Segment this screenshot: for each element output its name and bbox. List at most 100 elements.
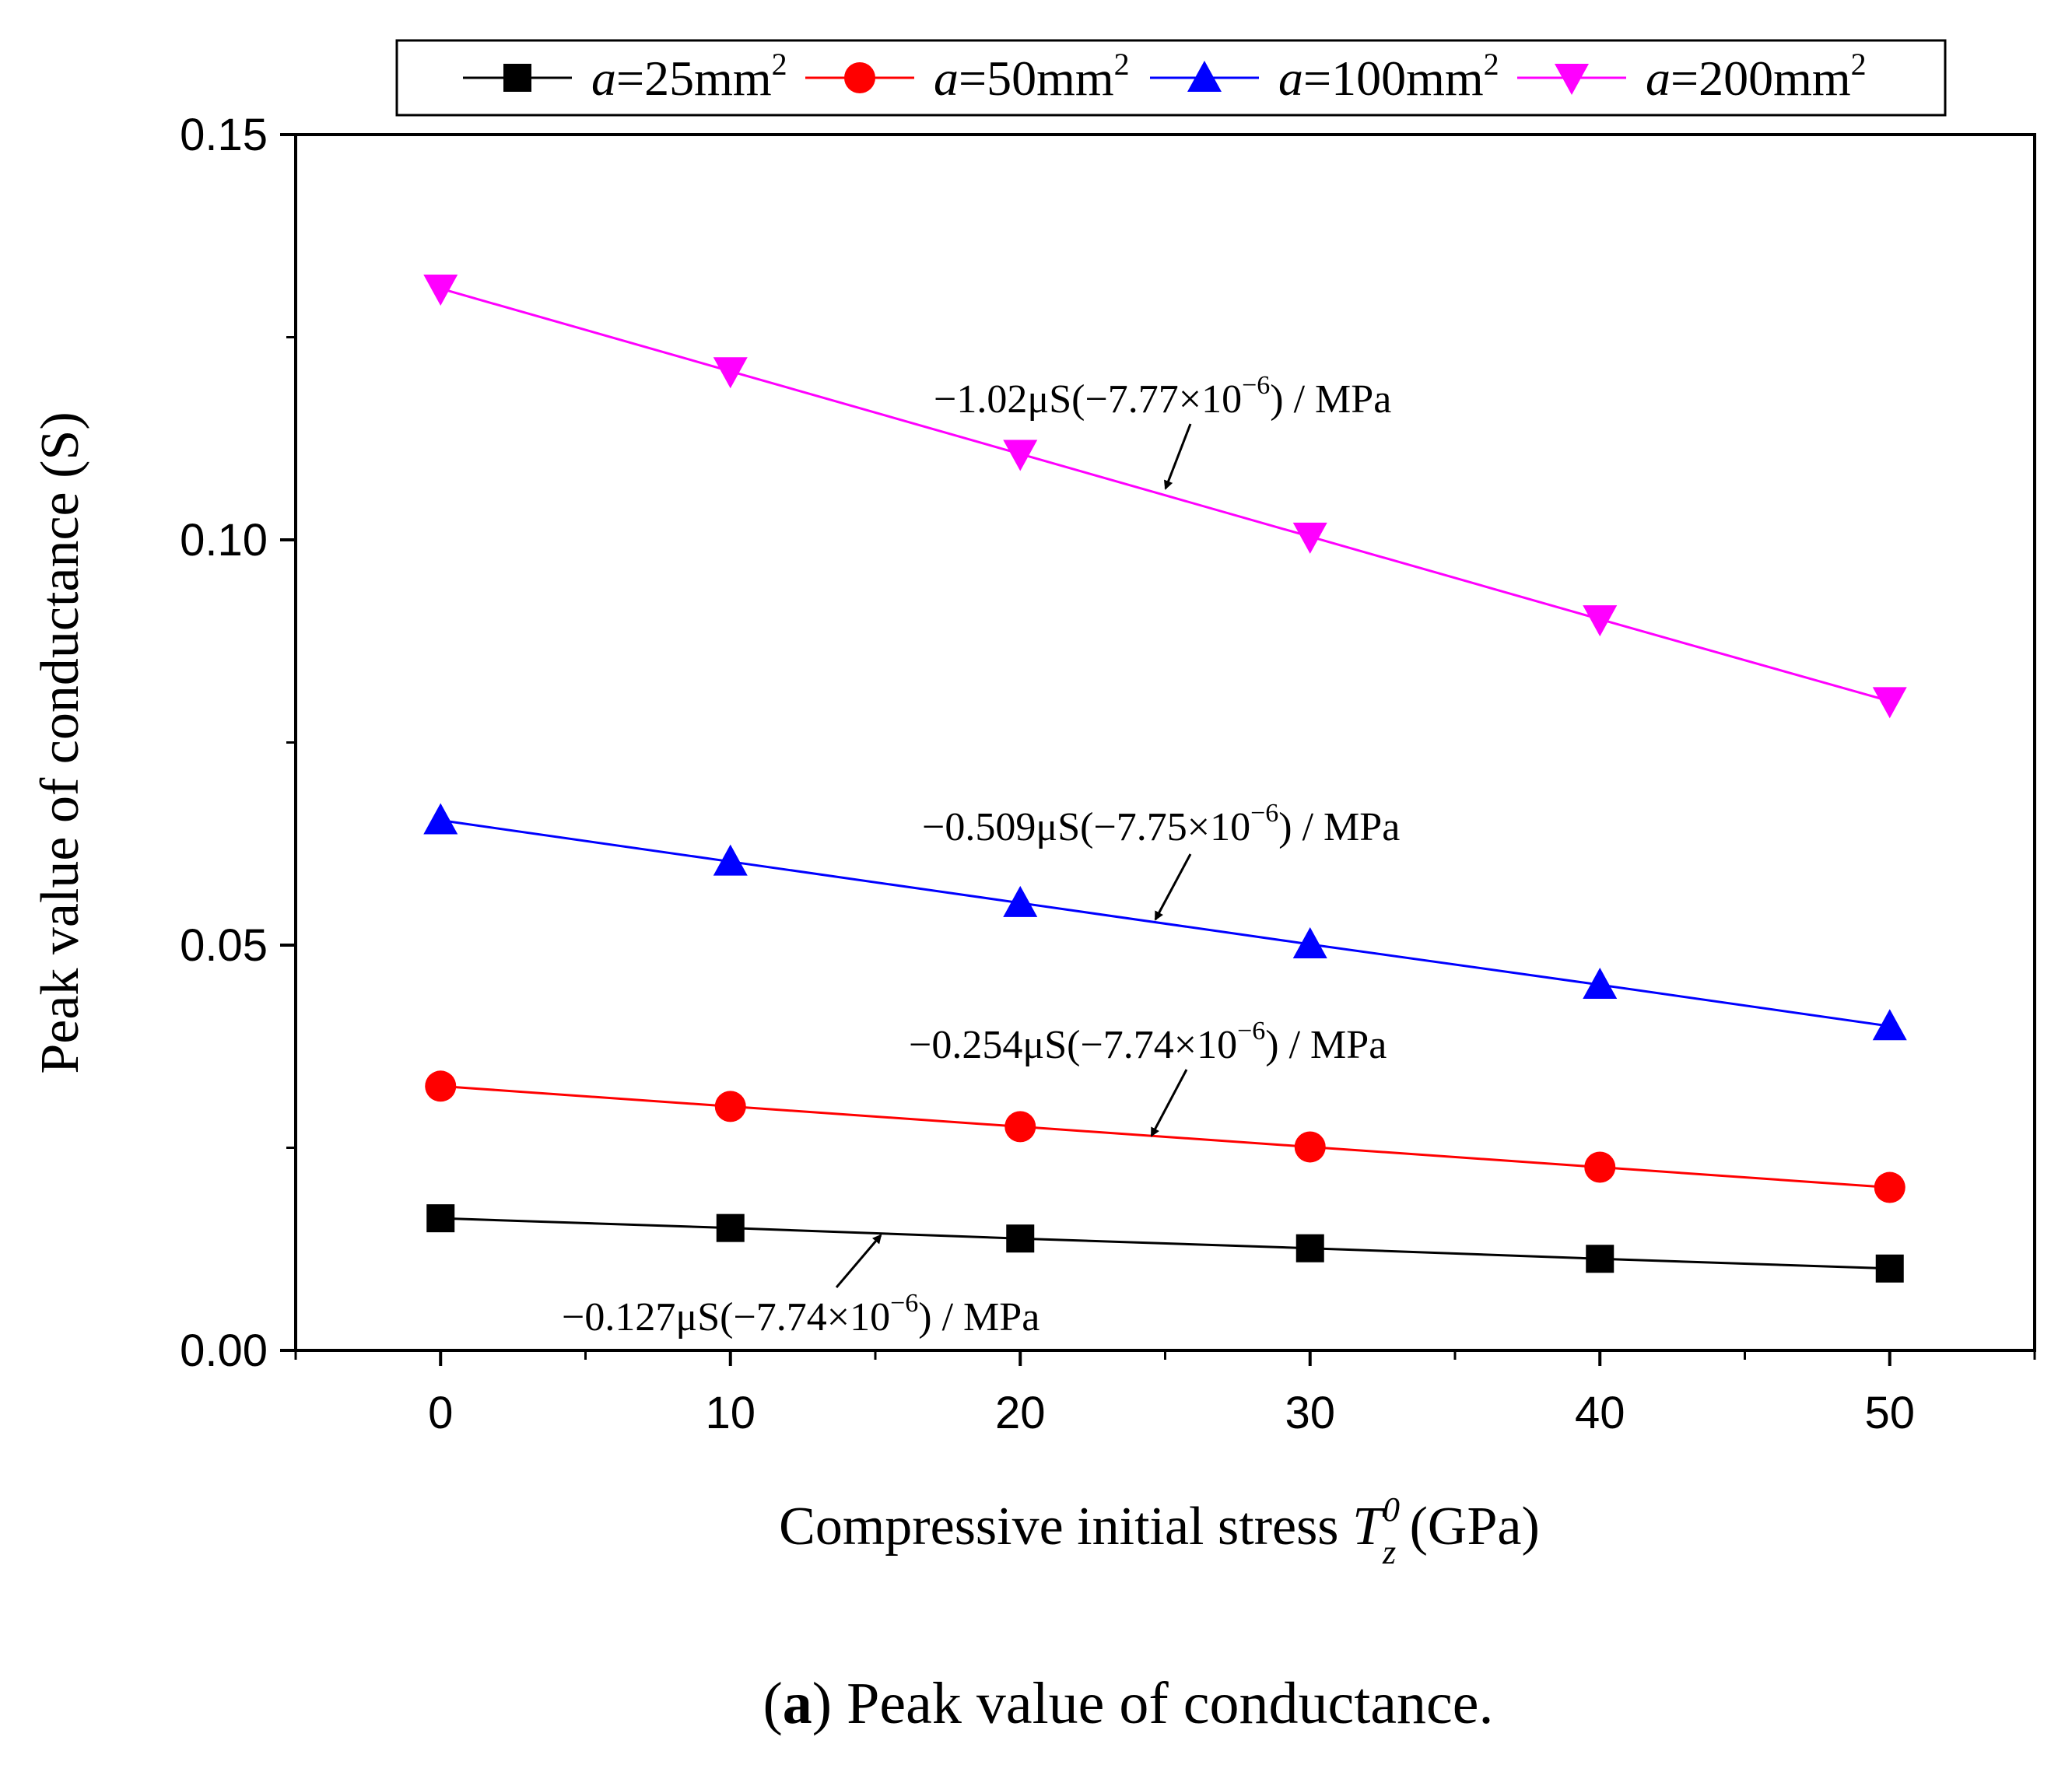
- series-1: [425, 1070, 1905, 1203]
- data-point: [713, 844, 748, 876]
- legend-label: a=100mm2: [1278, 47, 1499, 106]
- slope-annotation-3: −0.127μS(−7.74×10−6) / MPa: [562, 1234, 1040, 1340]
- x-tick-label: 0: [428, 1388, 453, 1438]
- slope-annotation-tail: ) / MPa: [918, 1295, 1040, 1340]
- x-tick-label: 20: [995, 1388, 1046, 1438]
- slope-annotation-text: −0.254μS(−7.74×10−6) / MPa: [909, 1017, 1387, 1067]
- data-point: [1583, 968, 1618, 1000]
- series-3: [423, 274, 1907, 719]
- data-point: [1292, 522, 1327, 554]
- slope-annotation-tail: ) / MPa: [1278, 805, 1400, 849]
- y-tick-label: 0.05: [180, 920, 268, 971]
- slope-annotation-sup: −6: [1250, 799, 1278, 828]
- legend-item-2: a=100mm2: [1150, 47, 1499, 106]
- slope-annotation-sup: −6: [1237, 1017, 1265, 1045]
- slope-annotation-sup: −6: [1242, 371, 1270, 400]
- data-point: [716, 1213, 745, 1242]
- legend-label-text: =200mm: [1671, 51, 1851, 106]
- data-point: [423, 274, 458, 306]
- legend-label: a=200mm2: [1646, 47, 1867, 106]
- slope-annotation-1: −0.509μS(−7.75×10−6) / MPa: [922, 799, 1400, 921]
- data-point: [1003, 439, 1038, 471]
- slope-annotation-2: −0.254μS(−7.74×10−6) / MPa: [909, 1017, 1387, 1137]
- x-axis-title: Compressive initial stress T0 z (GPa): [779, 1490, 1540, 1571]
- data-point: [1292, 926, 1327, 958]
- legend-label-text: =25mm: [616, 51, 772, 106]
- slope-annotation-text: −0.509μS(−7.75×10−6) / MPa: [922, 799, 1400, 849]
- y-tick-label: 0.00: [180, 1325, 268, 1376]
- figure-caption: (a) Peak value of conductance.: [763, 1671, 1493, 1736]
- legend-label-sup: 2: [772, 47, 787, 82]
- slope-annotation-main: −0.509μS(−7.75×10: [922, 805, 1250, 849]
- data-point: [714, 1091, 746, 1122]
- x-axis-title-prefix: Compressive initial stress: [779, 1497, 1352, 1557]
- data-point: [1006, 1224, 1035, 1253]
- data-point: [425, 1070, 457, 1102]
- legend-label-sup: 2: [1851, 47, 1867, 82]
- data-point: [1874, 1171, 1905, 1203]
- slope-annotation-sup: −6: [890, 1289, 918, 1318]
- legend-marker: [844, 62, 875, 93]
- legend-label: a=50mm2: [934, 47, 1130, 106]
- x-tick-label: 40: [1575, 1388, 1625, 1438]
- legend-label-text: =50mm: [959, 51, 1114, 106]
- data-point: [423, 803, 458, 835]
- x-axis-title-symbol: T: [1352, 1497, 1387, 1557]
- series-line: [440, 819, 1890, 1028]
- plot-frame: [294, 133, 2036, 1352]
- slope-annotation-text: −0.127μS(−7.74×10−6) / MPa: [562, 1289, 1040, 1340]
- caption-open: (: [763, 1671, 782, 1736]
- slope-annotation-main: −1.02μS(−7.77×10: [934, 377, 1242, 422]
- data-point: [713, 357, 748, 389]
- data-point: [1294, 1131, 1326, 1163]
- legend-label-var: a: [591, 51, 616, 106]
- slope-annotation-arrow: [835, 1234, 882, 1288]
- data-point: [1004, 1111, 1036, 1143]
- caption-label: a: [783, 1671, 812, 1736]
- data-point: [426, 1204, 455, 1233]
- data-point: [1295, 1234, 1324, 1262]
- x-axis-title-suffix: (GPa): [1396, 1497, 1540, 1557]
- x-tick-label: 30: [1285, 1388, 1335, 1438]
- legend-item-1: a=50mm2: [805, 47, 1130, 106]
- data-point: [1872, 1009, 1907, 1041]
- data-point: [1872, 687, 1907, 719]
- x-axis-title-sub: z: [1382, 1533, 1396, 1571]
- x-axis-title-sup: 0: [1383, 1490, 1400, 1529]
- legend-marker: [1187, 61, 1222, 92]
- legend-label-var: a: [1646, 51, 1671, 106]
- legend-item-3: a=200mm2: [1517, 47, 1867, 106]
- legend-label-var: a: [1278, 51, 1303, 106]
- legend-label-text: =100mm: [1303, 51, 1484, 106]
- series-0: [426, 1204, 1904, 1283]
- series-line: [440, 287, 1891, 702]
- legend-item-0: a=25mm2: [463, 47, 787, 106]
- x-tick-label: 50: [1864, 1388, 1915, 1438]
- legend-marker: [503, 64, 531, 92]
- slope-annotation-main: −0.254μS(−7.74×10: [909, 1023, 1237, 1067]
- series-line: [440, 1217, 1890, 1270]
- y-tick-label: 0.15: [180, 110, 268, 160]
- data-point: [1583, 605, 1618, 637]
- legend-label: a=25mm2: [591, 47, 787, 106]
- series-line: [440, 1084, 1890, 1189]
- y-axis-title: Peak value of conductance (S): [30, 411, 90, 1073]
- data-point: [1875, 1254, 1904, 1283]
- data-point: [1586, 1245, 1614, 1273]
- legend-label-sup: 2: [1484, 47, 1499, 82]
- slope-annotation-main: −0.127μS(−7.74×10: [562, 1295, 890, 1340]
- x-tick-label: 10: [705, 1388, 756, 1438]
- caption-text: ) Peak value of conductance.: [812, 1671, 1494, 1736]
- slope-annotation-arrow: [1150, 1069, 1188, 1137]
- legend-marker: [1555, 64, 1589, 95]
- series-2: [423, 803, 1907, 1041]
- slope-annotation-tail: ) / MPa: [1270, 377, 1391, 422]
- y-tick-label: 0.10: [180, 515, 268, 566]
- slope-annotation-arrow: [1163, 423, 1192, 490]
- slope-annotation-text: −1.02μS(−7.77×10−6) / MPa: [934, 371, 1391, 422]
- legend: a=25mm2 a=50mm2 a=100mm2 a=200mm2: [395, 39, 1947, 117]
- slope-annotation-tail: ) / MPa: [1265, 1023, 1387, 1067]
- data-point: [1584, 1151, 1616, 1183]
- legend-label-sup: 2: [1114, 47, 1130, 82]
